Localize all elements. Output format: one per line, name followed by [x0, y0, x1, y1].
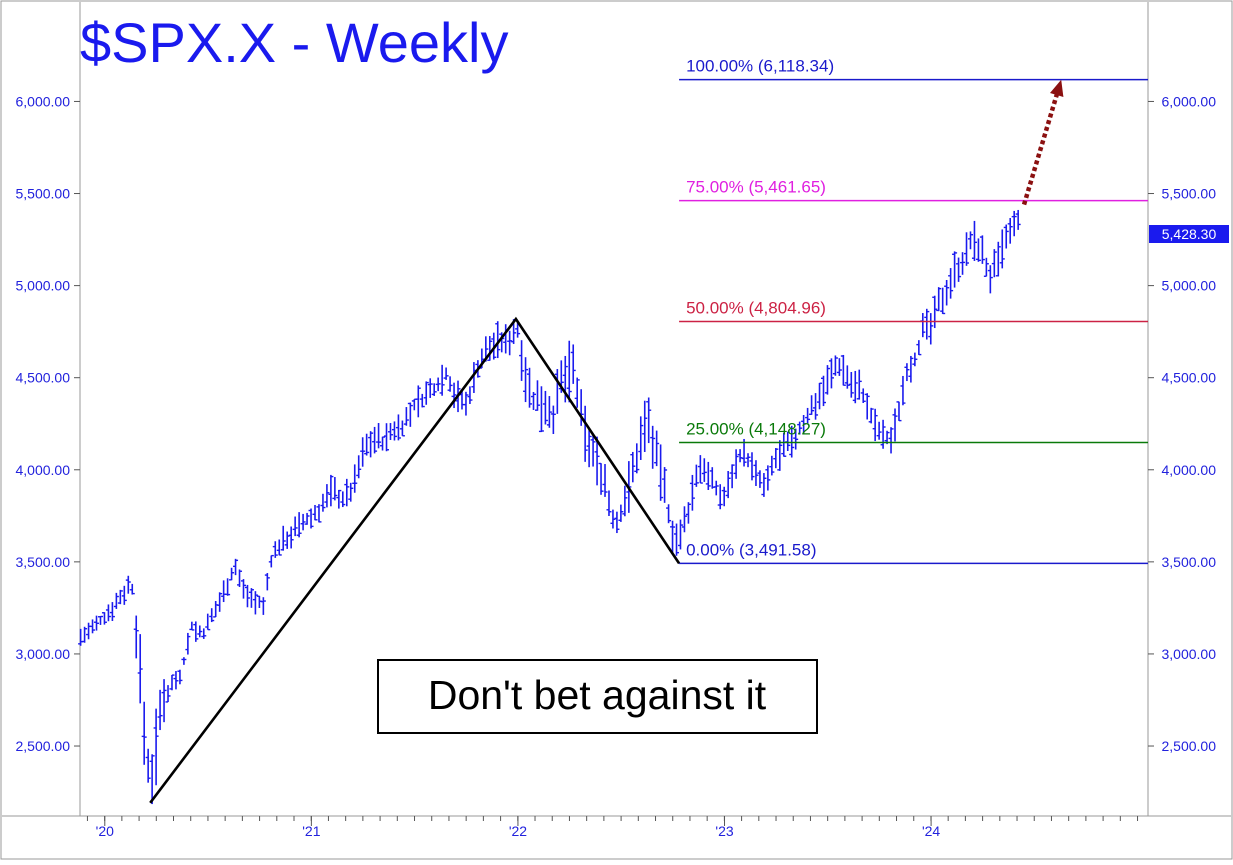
y-tick-label: 5,500.00 — [1162, 186, 1217, 202]
fib-label: 25.00% (4,148.27) — [686, 419, 826, 438]
pattern-line — [149, 316, 681, 804]
last-price-box — [1149, 225, 1229, 243]
abc-pattern — [149, 316, 681, 804]
last-price-label: 5,428.30 — [1162, 226, 1217, 242]
y-tick-label: 6,000.00 — [16, 93, 71, 109]
fib-label: 100.00% (6,118.34) — [686, 57, 834, 76]
y-tick-label: 4,500.00 — [16, 370, 71, 386]
projection-arrowhead — [1050, 79, 1064, 97]
y-tick-label: 5,000.00 — [16, 278, 71, 294]
x-tick-label: '23 — [715, 823, 733, 839]
left-price-axis: 2,500.00 3,000.00 3,500.00 4,000.00 4,500.00… — [16, 93, 80, 754]
x-tick-label: '22 — [509, 823, 527, 839]
projection-arrow — [1021, 79, 1064, 206]
projection-line — [1021, 90, 1060, 206]
y-tick-label: 3,500.00 — [16, 554, 71, 570]
y-tick-label: 5,500.00 — [16, 186, 71, 202]
y-tick-label: 4,000.00 — [16, 462, 71, 478]
y-tick-label: 4,000.00 — [1162, 462, 1217, 478]
annotation-text: Don't bet against it — [428, 672, 767, 718]
y-tick-label: 3,000.00 — [16, 646, 71, 662]
fib-label: 75.00% (5,461.65) — [686, 178, 826, 197]
x-tick-label: '20 — [96, 823, 114, 839]
fib-label: 50.00% (4,804.96) — [686, 299, 826, 318]
y-tick-label: 6,000.00 — [1162, 93, 1217, 109]
x-tick-label: '24 — [922, 823, 940, 839]
fib-label: 0.00% (3,491.58) — [686, 540, 816, 559]
y-tick-label: 2,500.00 — [1162, 738, 1217, 754]
chart-title: $SPX.X - Weekly — [80, 11, 508, 74]
price-bars — [78, 209, 1021, 805]
fibonacci-levels: 0.00% (3,491.58) 25.00% (4,148.27) 50.00% … — [679, 57, 1148, 565]
y-tick-label: 3,000.00 — [1162, 646, 1217, 662]
last-price-tag: 5,428.30 — [1149, 225, 1229, 243]
annotation-box — [377, 659, 818, 734]
x-tick-label: '21 — [302, 823, 320, 839]
time-axis: '20 '21 '22 '23 '24 — [86, 816, 1139, 839]
y-tick-label: 2,500.00 — [16, 738, 71, 754]
right-price-axis: 2,500.00 3,000.00 3,500.00 4,000.00 4,500.00… — [1148, 93, 1216, 754]
y-tick-label: 4,500.00 — [1162, 370, 1217, 386]
y-tick-label: 5,000.00 — [1162, 278, 1217, 294]
y-tick-label: 3,500.00 — [1162, 554, 1217, 570]
